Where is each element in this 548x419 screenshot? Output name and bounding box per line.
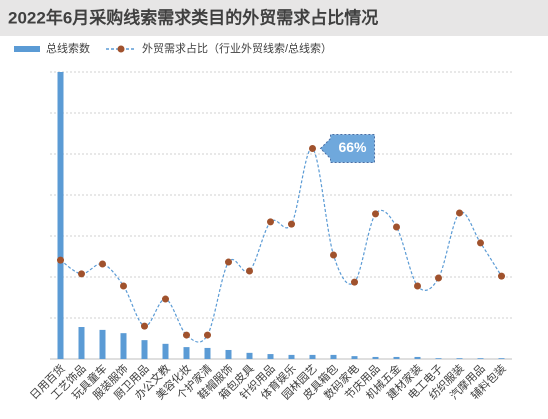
bar [309, 354, 316, 359]
marker [183, 331, 190, 339]
legend-swatch [14, 46, 40, 52]
marker [351, 278, 358, 286]
marker [204, 331, 211, 339]
bar [57, 72, 64, 359]
bar [330, 354, 337, 359]
marker [288, 220, 295, 228]
bar [435, 358, 442, 359]
bar [204, 347, 211, 359]
bar [120, 333, 127, 359]
marker [57, 256, 64, 264]
chart-title: 2022年6月采购线索需求类目的外贸需求占比情况 [8, 7, 378, 27]
bar [183, 347, 190, 359]
bar [498, 358, 505, 359]
marker [456, 209, 463, 217]
bar [141, 340, 148, 359]
bar [477, 358, 484, 359]
bar [288, 354, 295, 359]
marker [99, 260, 106, 268]
bar [162, 343, 169, 359]
line [60, 147, 503, 343]
legend-marker [117, 45, 125, 53]
bar [393, 356, 400, 359]
bar [456, 358, 463, 359]
marker [120, 282, 127, 290]
marker [309, 145, 316, 153]
legend-label: 外贸需求占比（行业外贸线索/总线索） [142, 41, 332, 55]
marker [162, 295, 169, 303]
bar [225, 349, 232, 359]
bar [372, 356, 379, 359]
bar [414, 356, 421, 359]
marker [477, 239, 484, 247]
callout [319, 134, 375, 164]
marker [372, 210, 379, 218]
marker [435, 274, 442, 282]
bar [78, 327, 85, 359]
bar [246, 352, 253, 359]
marker [225, 258, 232, 266]
bar [267, 354, 274, 359]
marker [78, 270, 85, 278]
title-band [0, 0, 548, 36]
marker [141, 322, 148, 330]
marker [414, 282, 421, 290]
marker [246, 267, 253, 275]
legend-label: 总线索数 [46, 41, 90, 55]
bar [99, 329, 106, 359]
marker [498, 272, 505, 280]
annotation: 66% [338, 139, 367, 155]
bar [351, 356, 358, 359]
marker [393, 223, 400, 231]
marker [267, 218, 274, 226]
marker [330, 251, 337, 259]
